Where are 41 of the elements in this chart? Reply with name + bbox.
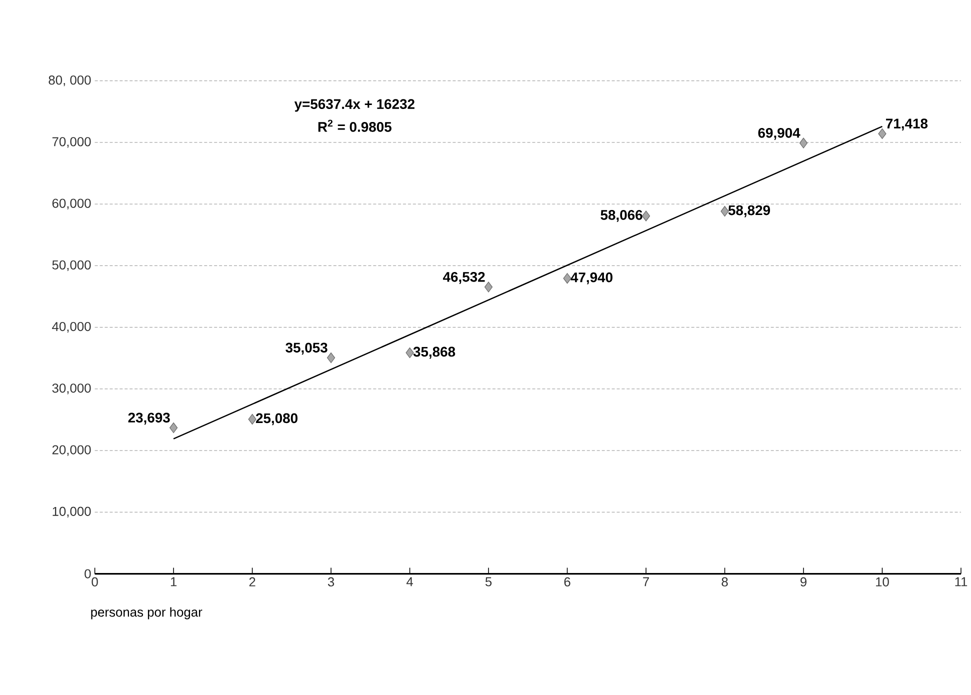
- x-tick-label: 9: [800, 578, 806, 587]
- y-tick-label: 50,000: [52, 260, 91, 272]
- data-label: 46,532: [442, 272, 485, 284]
- annotation: y=5637.4x + 16232: [294, 99, 414, 112]
- data-label: 25,080: [256, 414, 298, 426]
- y-tick-label: 40,000: [52, 322, 91, 333]
- point: [799, 138, 808, 149]
- annotation: R$^{2}$ = 0.9805: [318, 120, 392, 132]
- x-tick-label: 0: [92, 578, 98, 587]
- data-label: 47,940: [570, 272, 612, 285]
- x-tick-label: 10: [876, 578, 889, 587]
- y-tick-label: 70,000: [52, 137, 91, 148]
- y-tick-label: 10,000: [52, 507, 91, 518]
- x-tick-label: 3: [328, 578, 334, 587]
- data-label: 35,868: [413, 347, 456, 359]
- data-label: 35,053: [286, 342, 328, 355]
- data-label: 69,904: [758, 128, 800, 140]
- y-tick-label: 20,000: [52, 445, 91, 456]
- point: [248, 414, 256, 425]
- point: [326, 352, 336, 364]
- x-tick-label: 4: [406, 578, 413, 586]
- data-label: 23,693: [128, 412, 170, 425]
- data-label: 71,418: [886, 118, 928, 131]
- x-tick-label: 2: [249, 578, 256, 587]
- y-tick-label: 60,000: [52, 198, 91, 210]
- y-tick-label: 0: [84, 569, 91, 579]
- x-tick-label: 5: [485, 578, 492, 587]
- point: [170, 422, 178, 434]
- data-label: 58,829: [728, 206, 770, 218]
- point: [720, 206, 729, 217]
- y-tick-label: 80, 000: [48, 76, 91, 86]
- x-tick-label: 7: [643, 578, 649, 586]
- point: [484, 282, 493, 293]
- point: [878, 128, 886, 140]
- data-label: 58,066: [600, 210, 642, 222]
- x-tick-label: 11: [955, 578, 968, 586]
- x-tick-label: 1: [170, 578, 177, 586]
- x-tick-label: 6: [564, 578, 570, 587]
- x-axis-title: personas por hogar: [91, 607, 202, 620]
- y-tick-label: 30,000: [52, 384, 91, 394]
- x-tick-label: 8: [722, 578, 728, 587]
